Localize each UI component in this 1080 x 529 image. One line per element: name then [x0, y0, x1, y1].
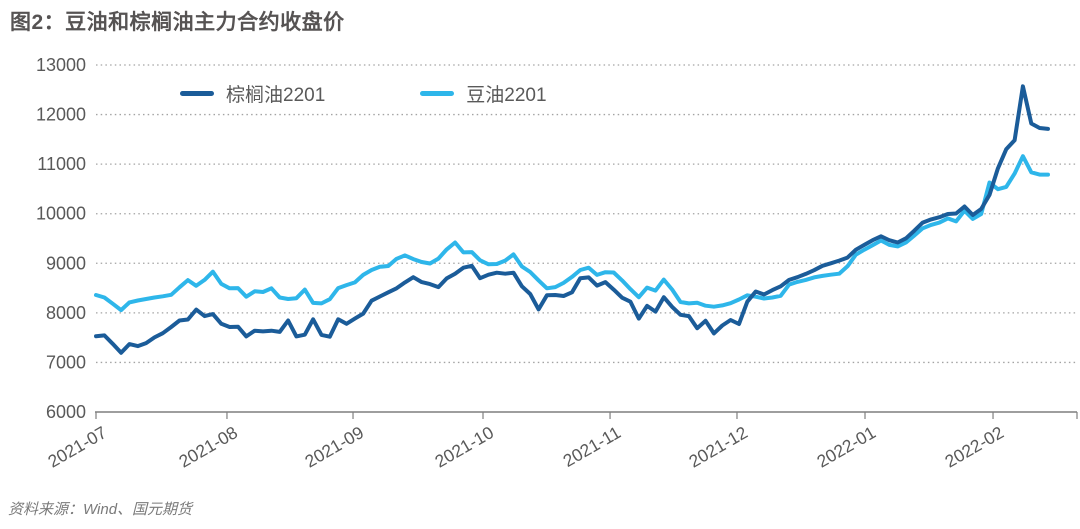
chart-legend: 棕榈油2201 豆油2201: [180, 80, 547, 107]
y-axis-tick-label: 9000: [46, 253, 86, 273]
x-axis-tick-label: 2022-01: [813, 422, 879, 471]
palm-oil-line-swatch: [180, 91, 214, 96]
x-axis-tick-label: 2021-08: [175, 422, 241, 471]
y-axis-tick-label: 12000: [36, 105, 86, 125]
y-axis-tick-label: 10000: [36, 204, 86, 224]
x-axis-tick-label: 2021-11: [560, 422, 625, 471]
x-axis-tick-label: 2021-07: [44, 422, 110, 471]
x-axis-tick-label: 2021-12: [685, 422, 751, 471]
legend-label-palm-oil: 棕榈油2201: [226, 85, 326, 106]
y-axis-tick-label: 13000: [36, 55, 86, 75]
source-note: 资料来源：Wind、国元期货: [8, 501, 193, 518]
legend-item-soy-oil: 豆油2201: [420, 80, 547, 107]
y-axis-tick-label: 6000: [46, 402, 86, 422]
y-axis-tick-label: 7000: [46, 352, 86, 372]
x-axis-tick-label: 2022-02: [941, 422, 1007, 471]
legend-label-soy-oil: 豆油2201: [466, 85, 547, 106]
price-line-豆油2201: [94, 154, 1050, 313]
soy-oil-line-swatch: [420, 91, 455, 96]
chart-title: 图2：豆油和棕榈油主力合约收盘价: [10, 11, 345, 34]
y-axis-tick-label: 8000: [46, 303, 86, 323]
price-line-棕榈油2201: [94, 84, 1050, 355]
y-axis-tick-label: 11000: [37, 154, 86, 174]
x-axis-tick-label: 2021-09: [301, 422, 367, 471]
legend-item-palm-oil: 棕榈油2201: [180, 80, 325, 107]
x-axis-tick-label: 2021-10: [431, 422, 497, 472]
